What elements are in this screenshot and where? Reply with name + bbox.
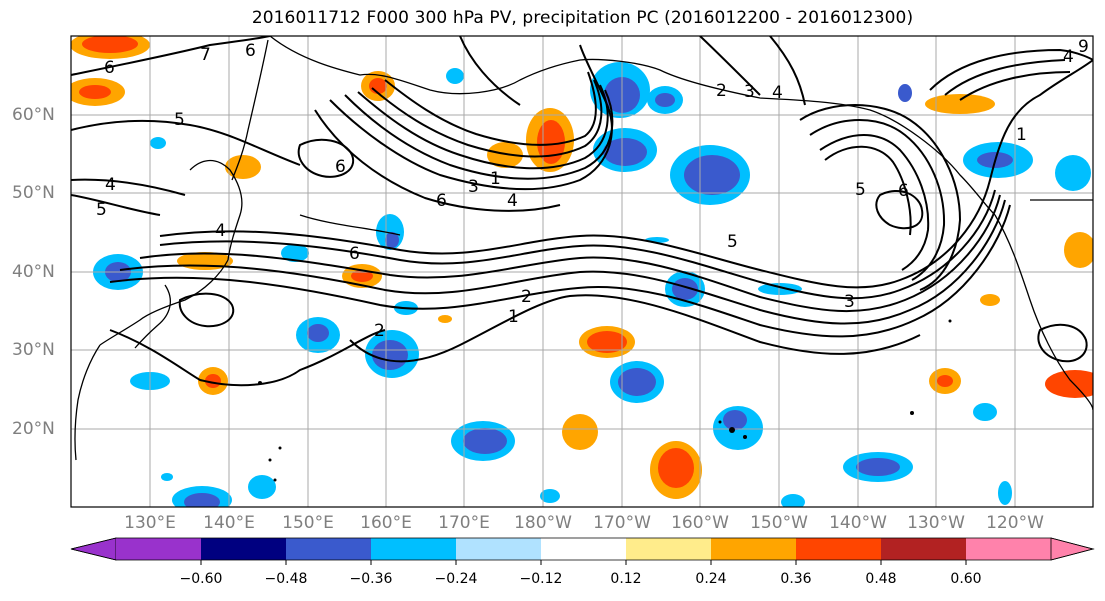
pv-label-6f: 6 (104, 58, 115, 78)
pv-label-4d: 4 (105, 175, 116, 195)
lon-label: 170°E (438, 513, 490, 533)
colorbar-tick-label: 0.60 (950, 571, 982, 587)
pv-label-2c: 2 (374, 321, 385, 341)
pv-label-3: 3 (844, 292, 855, 312)
pv-label-3c: 3 (744, 82, 755, 102)
pv-label-4c: 4 (772, 83, 783, 103)
pv-label-5b: 5 (96, 200, 107, 220)
lat-label: 40°N (12, 262, 55, 282)
lon-label: 150°W (750, 513, 808, 533)
lon-label: 130°E (124, 513, 176, 533)
colorbar-tick-label: −0.60 (179, 571, 223, 587)
lon-label: 170°W (593, 513, 651, 533)
pv-label-6: 6 (349, 244, 360, 264)
graticule (71, 36, 1093, 507)
coastlines (74, 36, 1093, 461)
pv-label-6c: 6 (335, 157, 346, 177)
lon-label: 140°E (203, 513, 255, 533)
islands (258, 319, 952, 482)
pv-label-1: 1 (508, 307, 519, 327)
lon-label: 160°W (671, 513, 729, 533)
colorbar-tick-label: 0.24 (695, 571, 727, 587)
lon-label: 180°W (514, 513, 572, 533)
pv-label-7: 7 (200, 45, 211, 65)
colorbar-extend-low (70, 537, 117, 561)
map-frame (70, 35, 1094, 508)
lat-label: 30°N (12, 340, 55, 360)
colorbar-tick-label: 0.48 (865, 571, 897, 587)
colorbar-tick-label: 0.12 (610, 571, 642, 587)
pv-label-6d: 6 (898, 181, 909, 201)
pv-label-4b: 4 (507, 191, 518, 211)
lon-label: 120°W (986, 513, 1044, 533)
lon-label: 150°E (282, 513, 334, 533)
pv-contours (71, 36, 1093, 387)
colorbar-tick-label: −0.36 (349, 571, 393, 587)
colorbar-tick-label: 0.36 (780, 571, 812, 587)
contour-labels: 1 2 3 4 5 6 6 6 1 3 4 2 3 4 6 2 6 7 6 5 … (96, 37, 1089, 341)
pv-label-6e: 6 (245, 41, 256, 61)
lat-label: 50°N (12, 183, 55, 203)
colorbar-tick-label: −0.48 (264, 571, 308, 587)
lon-label: 160°E (360, 513, 412, 533)
pv-label-1c: 1 (1016, 125, 1027, 145)
pv-label-5d: 5 (855, 180, 866, 200)
pv-label-5: 5 (174, 110, 185, 130)
pv-label-1b: 1 (490, 169, 501, 189)
lat-label: 20°N (12, 419, 55, 439)
colorbar-tick-label: −0.12 (519, 571, 563, 587)
colorbar (70, 537, 1095, 565)
pv-label-2b: 2 (716, 81, 727, 101)
pv-label-3b: 3 (468, 177, 479, 197)
pv-label-6b: 6 (436, 191, 447, 211)
pv-label-9: 9 (1078, 37, 1089, 57)
pv-label-4: 4 (215, 221, 226, 241)
lat-label: 60°N (12, 105, 55, 125)
lon-label: 140°W (829, 513, 887, 533)
pv-label-4e: 4 (1063, 47, 1074, 67)
figure-title: 2016011712 F000 300 hPa PV, precipitatio… (251, 8, 914, 28)
pv-label-5c: 5 (727, 232, 738, 252)
lon-label: 130°W (907, 513, 965, 533)
pv-label-2: 2 (521, 287, 532, 307)
colorbar-tick-label: −0.24 (434, 571, 478, 587)
colorbar-extend-high (1050, 537, 1095, 561)
